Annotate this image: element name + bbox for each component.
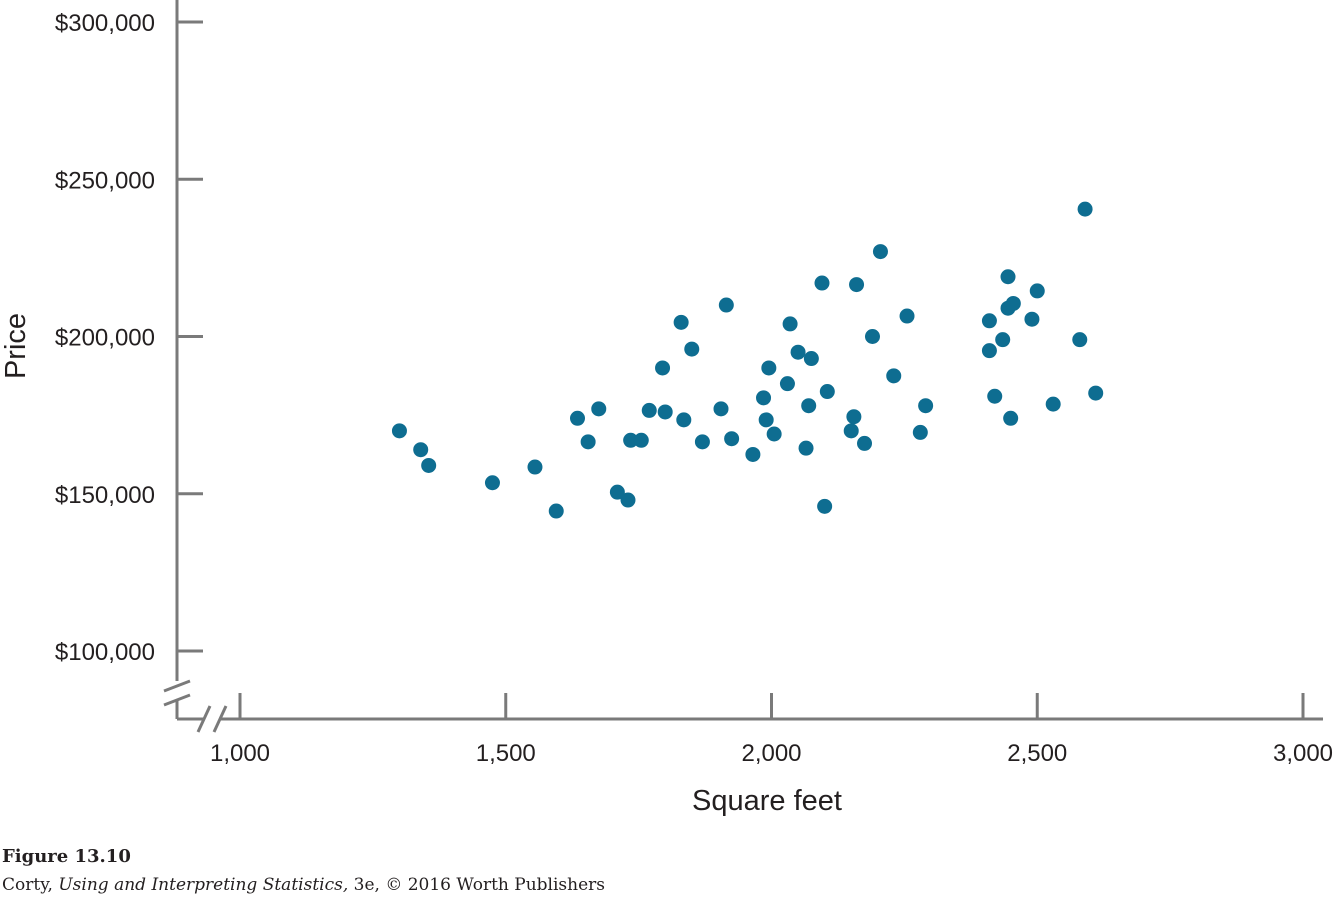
x-axis-break-mark [196, 705, 212, 733]
data-point [641, 402, 657, 418]
scatter-plot: $100,000 $150,000 $200,000 $250,000 $300,000… [0, 0, 1333, 817]
data-point [761, 360, 777, 376]
data-point [620, 492, 636, 508]
data-point [918, 398, 934, 414]
credit-book-title: Using and Interpreting Statistics, [58, 875, 349, 895]
data-points [391, 201, 1104, 519]
data-point [790, 344, 806, 360]
data-point [591, 401, 607, 417]
x-tick-label: 2,500 [1007, 740, 1067, 767]
data-point [756, 390, 772, 406]
data-point [758, 412, 774, 428]
y-axis-title: Price [0, 313, 32, 379]
data-point [981, 343, 997, 359]
data-point [782, 316, 798, 332]
data-point [864, 329, 880, 344]
x-axis-title: Square feet [692, 785, 842, 817]
data-point [623, 432, 639, 448]
data-point [912, 424, 928, 440]
data-point [849, 277, 865, 293]
data-point [766, 426, 782, 442]
data-point [1077, 201, 1093, 217]
data-point [655, 360, 671, 376]
data-point [886, 368, 902, 384]
data-point [694, 434, 710, 450]
data-point [580, 434, 596, 450]
data-point [527, 459, 543, 475]
data-point [718, 297, 734, 313]
data-point [713, 401, 729, 417]
data-point [684, 341, 700, 357]
data-point [570, 410, 586, 426]
data-point [817, 498, 833, 514]
y-axis-break-mark [163, 679, 191, 693]
data-point [1072, 332, 1088, 348]
data-point [1088, 385, 1104, 401]
data-point [899, 308, 915, 324]
data-point [779, 376, 795, 392]
data-point [872, 244, 888, 260]
data-point [673, 314, 689, 330]
figure-credit: Corty, Using and Interpreting Statistics… [2, 875, 605, 895]
data-point [724, 431, 740, 447]
data-point [413, 442, 429, 458]
data-point [819, 384, 835, 400]
data-point [981, 313, 997, 329]
data-point [676, 412, 692, 428]
data-point [801, 398, 817, 414]
x-tick-label: 3,000 [1273, 740, 1333, 767]
data-point [484, 475, 500, 491]
data-point [391, 423, 407, 439]
credit-edition-publisher: 3e, © 2016 Worth Publishers [348, 875, 605, 895]
data-point [995, 332, 1011, 348]
data-point [1000, 269, 1016, 285]
data-point [857, 435, 873, 451]
data-point [1005, 295, 1021, 311]
data-point [609, 484, 625, 500]
data-point [1003, 410, 1019, 426]
y-tick-label: $250,000 [55, 167, 155, 194]
data-point [1024, 311, 1040, 327]
x-tick-label: 1,500 [476, 740, 536, 767]
data-point [814, 275, 830, 291]
data-point [803, 351, 819, 367]
x-tick-label: 2,000 [741, 740, 801, 767]
data-point [548, 503, 564, 519]
data-point [745, 446, 761, 462]
y-tick-label: $100,000 [55, 639, 155, 666]
data-point [846, 409, 862, 425]
data-point [633, 432, 649, 448]
x-tick-label: 1,000 [210, 740, 270, 767]
credit-author: Corty, [2, 875, 53, 895]
data-point [657, 404, 673, 420]
y-ticks: $100,000 $150,000 $200,000 $250,000 $300,000 [55, 10, 203, 666]
figure-number: Figure 13.10 [2, 846, 131, 867]
y-tick-label: $200,000 [55, 325, 155, 352]
y-tick-label: $150,000 [55, 482, 155, 509]
data-point [987, 388, 1003, 404]
data-point [1045, 396, 1061, 412]
data-point [798, 440, 814, 456]
x-ticks: 1,000 1,500 2,000 2,500 3,000 [210, 693, 1333, 767]
data-point [1029, 283, 1045, 299]
axes [163, 0, 1323, 733]
data-point [843, 423, 859, 439]
data-point [421, 457, 437, 473]
y-tick-label: $300,000 [55, 10, 155, 37]
